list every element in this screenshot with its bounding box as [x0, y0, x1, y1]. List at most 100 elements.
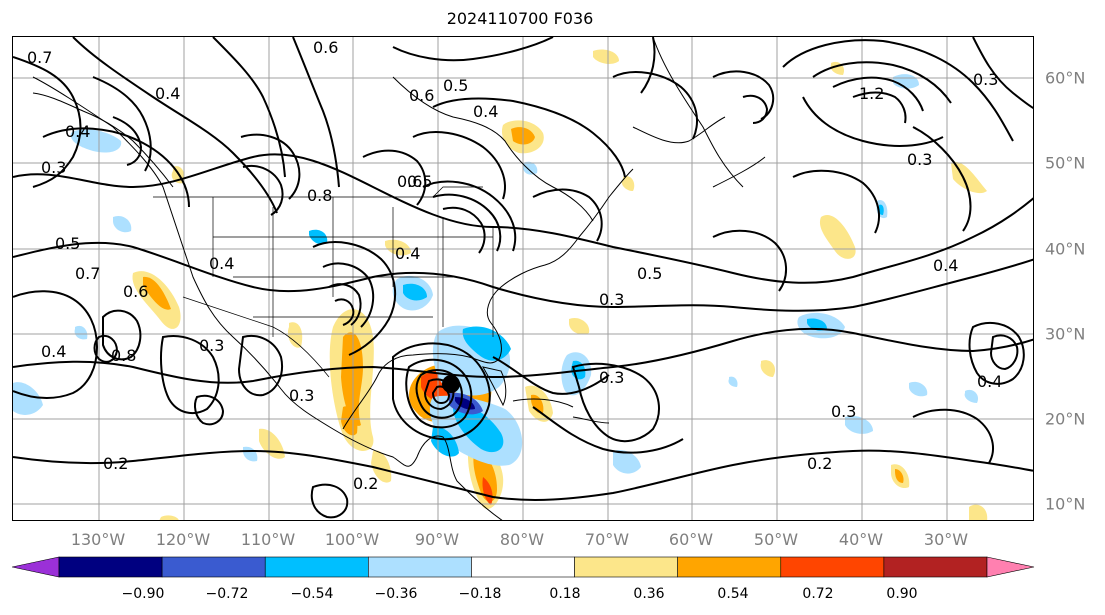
contour-label: 0.2: [353, 474, 378, 493]
colorbar-extend-high: [986, 556, 1035, 578]
colorbar: [12, 556, 1035, 578]
cool-shade: [403, 283, 427, 301]
contour-labels: 0.6 0.4 0.7 0.4 0.5 0.6 0.5 0.4 0.3 0.5 …: [27, 38, 1002, 493]
colorbar-tick-label: 0.72: [802, 586, 834, 602]
contour-lines: [13, 37, 1033, 519]
lon-label: 100°W: [324, 530, 380, 549]
lat-label: 10°N: [1045, 494, 1086, 514]
colorbar-bin: [161, 556, 266, 578]
contour-label: 0.4: [933, 256, 958, 275]
colorbar-tick-label: −0.72: [205, 586, 249, 602]
warm-shade: [969, 504, 988, 520]
colorbar-tick-label: 0.54: [717, 586, 749, 602]
map-title: 2024110700 F036: [446, 9, 594, 28]
warm-shade: [159, 515, 179, 520]
lat-lon-grid: [13, 37, 1033, 520]
contour-label: 0.8: [307, 186, 332, 205]
political-boundaries: [153, 186, 494, 378]
contour-label: 0.4: [395, 244, 420, 263]
contour-label: 0.8: [111, 346, 136, 365]
colorbar-tick-label: 0.36: [633, 586, 665, 602]
lon-label: 50°W: [753, 530, 799, 549]
map-canvas: 0.6 0.4 0.7 0.4 0.5 0.6 0.5 0.4 0.3 0.5 …: [13, 37, 1033, 520]
warm-shade: [341, 332, 363, 426]
contour-label: 0.4: [41, 342, 66, 361]
contour-label: 0.3: [41, 158, 66, 177]
storm-center-marker: [442, 375, 460, 393]
warm-shade: [143, 276, 171, 310]
contour-label: 0.6: [123, 282, 148, 301]
lon-label: 60°W: [668, 530, 714, 549]
colorbar-tick-label: −0.36: [374, 586, 418, 602]
cool-shade: [113, 215, 132, 233]
contour-label: 0.2: [103, 454, 128, 473]
cool-shade: [909, 381, 928, 397]
contour-label: 0.4: [155, 84, 180, 103]
contour-label: 0.3: [599, 290, 624, 309]
contour-label: 0.4: [209, 254, 234, 273]
warm-shade: [482, 477, 493, 505]
cool-shade: [243, 446, 258, 462]
colorbar-bin: [574, 556, 678, 578]
cool-shade: [523, 161, 538, 175]
colorbar-bin: [58, 556, 163, 578]
contour-label: 0.3: [831, 402, 856, 421]
contour-label: 0.4: [977, 372, 1002, 391]
warm-shade: [259, 428, 285, 459]
warm-shade: [621, 176, 635, 191]
coastlines: [32, 37, 766, 520]
cool-shade: [845, 415, 873, 434]
cool-shade: [74, 325, 88, 340]
lon-label: 120°W: [155, 530, 211, 549]
lon-label: 70°W: [584, 530, 630, 549]
lat-label: 30°N: [1045, 324, 1086, 344]
contour-label: 0.7: [27, 48, 52, 67]
lon-label: 80°W: [499, 530, 545, 549]
contour-label: 0.6: [397, 172, 422, 191]
colorbar-bin: [883, 556, 988, 578]
contour-label: 0.2: [807, 454, 832, 473]
warm-shade: [895, 469, 904, 483]
contour-label: 0.7: [75, 264, 100, 283]
colorbar-bin: [264, 556, 369, 578]
warm-shade: [371, 450, 392, 483]
colorbar-tick-label: −0.54: [290, 586, 334, 602]
map-panel: 0.6 0.4 0.7 0.4 0.5 0.6 0.5 0.4 0.3 0.5 …: [12, 36, 1034, 521]
lat-label: 20°N: [1045, 409, 1086, 429]
contour-label: 0.5: [443, 76, 468, 95]
cool-shade: [13, 382, 43, 415]
contour-label: 0.5: [55, 234, 80, 253]
warm-shade: [593, 49, 619, 64]
colorbar-extend-low: [12, 556, 60, 578]
contour-label: 0.3: [973, 70, 998, 89]
lon-label: 130°W: [70, 530, 126, 549]
contour-label: 0.5: [407, 172, 432, 191]
cool-shade: [70, 129, 122, 153]
lon-label: 40°W: [838, 530, 884, 549]
contour-label: 0.3: [199, 336, 224, 355]
colorbar-tick-label: 0.90: [886, 586, 918, 602]
contour-label: 1.2: [859, 84, 884, 103]
warm-shade: [760, 360, 776, 377]
contour-label: 0.6: [409, 86, 434, 105]
colorbar-bin: [780, 556, 885, 578]
colorbar-tick-label: −0.90: [121, 586, 165, 602]
colorbar-bin: [677, 556, 782, 578]
contour-label: 0.6: [313, 38, 338, 57]
contour-label: 0.3: [599, 368, 624, 387]
lat-label: 60°N: [1045, 68, 1086, 88]
warm-shade: [287, 322, 303, 348]
cool-shade: [964, 389, 979, 403]
cool-shade: [728, 376, 738, 387]
contour-label: 0.5: [637, 264, 662, 283]
contour-label: 0.4: [473, 102, 498, 121]
warm-shade: [819, 215, 856, 259]
lon-label: 90°W: [414, 530, 460, 549]
colorbar-bin: [471, 556, 575, 578]
lat-label: 50°N: [1045, 153, 1086, 173]
colorbar-bin: [368, 556, 472, 578]
cool-shade: [807, 318, 827, 331]
colorbar-tick-label: −0.18: [458, 586, 502, 602]
lat-label: 40°N: [1045, 239, 1086, 259]
contour-label: 0.4: [65, 122, 90, 141]
